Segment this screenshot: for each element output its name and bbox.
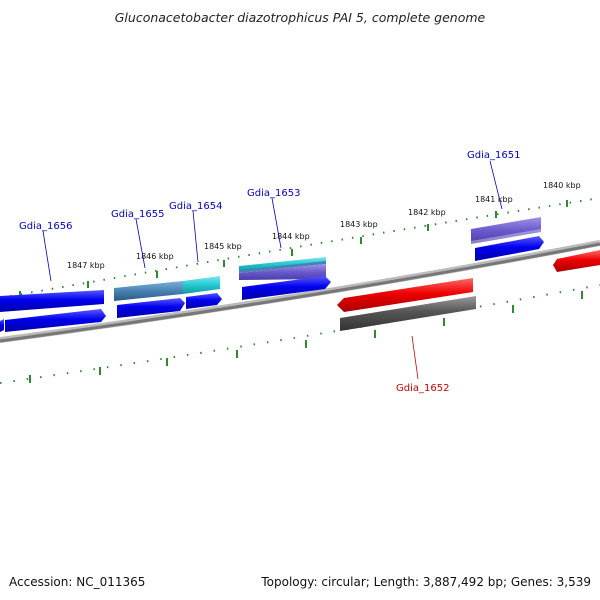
leader-gdia-1653 (271, 197, 282, 249)
scale-label-1846: 1846 kbp (136, 252, 174, 261)
leader-gdia-1654 (192, 210, 199, 263)
genome-backbone-shade (0, 242, 600, 343)
leader-gdia-1655 (135, 218, 146, 269)
feature-gdia-1653-outer[interactable] (239, 257, 326, 280)
scale-label-1840: 1840 kbp (543, 181, 581, 190)
gene-label-gdia-1652[interactable]: Gdia_1652 (396, 383, 449, 394)
feature-gdia-1656-inner[interactable] (0, 309, 106, 332)
scale-label-1842: 1842 kbp (408, 208, 446, 217)
feature-gdia-1654-inner[interactable] (186, 293, 222, 309)
genome-summary-label: Topology: circular; Length: 3,887,492 bp… (261, 575, 591, 589)
scale-label-1843: 1843 kbp (340, 220, 378, 229)
feature-gdia-1651-inner[interactable] (475, 236, 544, 261)
inner-tick-ring (0, 284, 600, 384)
accession-label: Accession: NC_011365 (9, 575, 146, 589)
feature-gdia-1652-grey[interactable] (340, 296, 476, 331)
map-title: Gluconacetobacter diazotrophicus PAI 5, … (114, 10, 486, 25)
gene-label-gdia-1655[interactable]: Gdia_1655 (111, 209, 164, 220)
scale-label-1841: 1841 kbp (475, 195, 513, 204)
feature-right-edge-red[interactable] (553, 250, 600, 272)
feature-gdia-1651-outer[interactable] (471, 217, 541, 244)
feature-gdia-1656-outer[interactable] (0, 290, 104, 312)
scale-label-1844: 1844 kbp (272, 232, 310, 241)
gene-label-gdia-1654[interactable]: Gdia_1654 (169, 201, 222, 212)
gene-label-gdia-1651[interactable]: Gdia_1651 (467, 150, 520, 161)
scale-label-1847: 1847 kbp (67, 261, 105, 270)
feature-gdia-1653-inner[interactable] (242, 276, 331, 300)
gene-label-gdia-1653[interactable]: Gdia_1653 (247, 188, 300, 199)
scale-label-1845: 1845 kbp (204, 242, 242, 251)
leader-gdia-1652 (411, 335, 419, 380)
feature-gdia-1655-outer[interactable] (114, 276, 220, 301)
leader-gdia-1651 (489, 160, 503, 210)
gene-label-gdia-1656[interactable]: Gdia_1656 (19, 221, 72, 232)
feature-gdia-1655-inner[interactable] (117, 298, 185, 318)
leader-gdia-1656 (42, 230, 52, 282)
feature-gdia-1652-red[interactable] (337, 278, 473, 312)
